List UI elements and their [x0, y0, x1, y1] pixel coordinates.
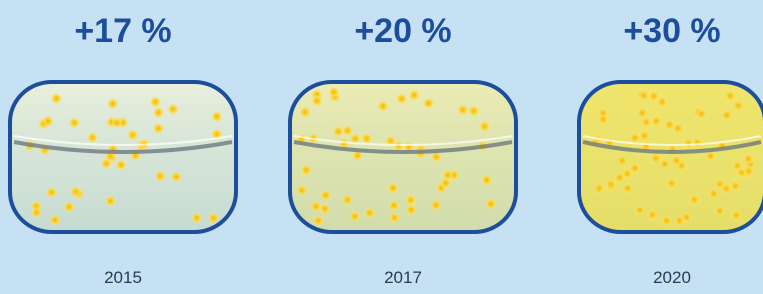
- dot: [388, 212, 400, 224]
- dot: [30, 206, 42, 218]
- year-label: 2020: [653, 268, 691, 287]
- jar-group: +20 % 2017: [290, 12, 516, 287]
- dot: [485, 198, 497, 210]
- dot: [682, 137, 694, 149]
- dot: [743, 165, 755, 177]
- dot: [152, 123, 164, 135]
- dot: [408, 89, 420, 101]
- dot: [387, 182, 399, 194]
- dot: [296, 184, 308, 196]
- dot: [659, 158, 671, 170]
- dot: [70, 186, 82, 198]
- dot: [638, 130, 650, 142]
- dot: [319, 203, 331, 215]
- dot: [605, 178, 617, 190]
- dot: [311, 95, 323, 107]
- dot: [49, 214, 61, 226]
- dot: [636, 107, 648, 119]
- dot: [646, 209, 658, 221]
- percent-label: +30 %: [623, 12, 720, 50]
- dot: [695, 108, 707, 120]
- infographic: +17 % 2015 +20 % 2017 +30 % 2020: [0, 0, 763, 294]
- year-label: 2017: [384, 268, 422, 287]
- jar-group: +30 % 2020: [579, 12, 763, 287]
- dot: [42, 115, 54, 127]
- page: +17 %2015+20 %2017+30 %2020 (() => { con…: [0, 0, 763, 294]
- dot: [154, 170, 166, 182]
- dot: [127, 129, 139, 141]
- dot: [211, 111, 223, 123]
- dot: [405, 204, 417, 216]
- dot: [361, 132, 373, 144]
- jar: [10, 82, 236, 232]
- jar-group: +17 % 2015: [10, 12, 236, 287]
- dot: [364, 207, 376, 219]
- dot: [714, 205, 726, 217]
- year-label: 2015: [104, 268, 142, 287]
- dot: [720, 183, 732, 195]
- dot: [328, 86, 340, 98]
- dot: [661, 215, 673, 227]
- dot: [666, 177, 678, 189]
- dot: [300, 164, 312, 176]
- dot: [597, 113, 609, 125]
- dot: [63, 201, 75, 213]
- dot: [593, 182, 605, 194]
- dot: [86, 132, 98, 144]
- dot: [320, 189, 332, 201]
- dot: [732, 100, 744, 112]
- dot: [396, 93, 408, 105]
- jar-tint: [10, 82, 236, 232]
- dot: [468, 105, 480, 117]
- dot: [115, 159, 127, 171]
- dot: [332, 126, 344, 138]
- dot: [672, 122, 684, 134]
- dot: [724, 90, 736, 102]
- percent-label: +20 %: [354, 12, 451, 50]
- dot: [648, 90, 660, 102]
- dot: [377, 100, 389, 112]
- dot: [299, 106, 311, 118]
- dot: [634, 204, 646, 216]
- percent-label: +17 %: [74, 12, 171, 50]
- dot: [479, 120, 491, 132]
- dot: [191, 212, 203, 224]
- jar: [579, 82, 763, 232]
- dot: [742, 153, 754, 165]
- dot: [68, 117, 80, 129]
- dot: [423, 97, 435, 109]
- dot: [107, 98, 119, 110]
- dot: [442, 169, 454, 181]
- dot: [629, 162, 641, 174]
- dot: [104, 195, 116, 207]
- dot: [481, 174, 493, 186]
- dot: [111, 117, 123, 129]
- dot: [167, 103, 179, 115]
- dot: [50, 93, 62, 105]
- dot: [149, 96, 161, 108]
- dot: [349, 210, 361, 222]
- dot: [457, 104, 469, 116]
- dot: [681, 211, 693, 223]
- dot: [721, 109, 733, 121]
- dot: [671, 155, 683, 167]
- jar: [290, 82, 516, 232]
- dot: [46, 186, 58, 198]
- dot: [152, 107, 164, 119]
- dot: [622, 182, 634, 194]
- dot: [341, 194, 353, 206]
- dot: [688, 194, 700, 206]
- dot: [388, 199, 400, 211]
- dot: [730, 209, 742, 221]
- dot: [170, 171, 182, 183]
- dot: [616, 155, 628, 167]
- dot: [430, 199, 442, 211]
